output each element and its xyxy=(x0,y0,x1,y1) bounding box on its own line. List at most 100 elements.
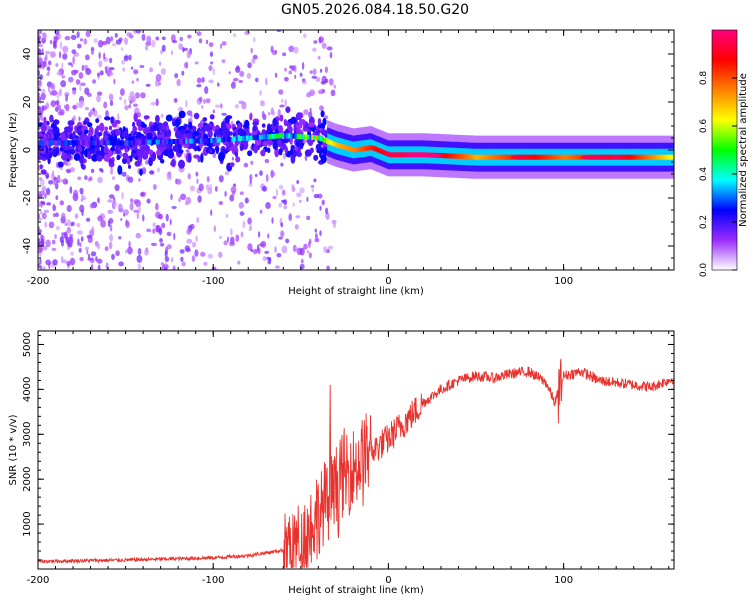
noise-blob xyxy=(235,234,240,242)
ridge-cell xyxy=(572,154,575,160)
band-blob xyxy=(197,122,203,129)
noise-blob xyxy=(153,184,157,190)
noise-blob xyxy=(213,225,216,233)
noise-blob xyxy=(149,170,155,175)
band-blob xyxy=(209,114,215,120)
ridge-cell xyxy=(612,154,615,160)
ridge-cell xyxy=(223,137,226,143)
noise-blob xyxy=(73,189,79,198)
ridge-cell xyxy=(387,151,390,157)
band-blob xyxy=(244,119,250,129)
band-blob xyxy=(295,124,303,129)
band-blob xyxy=(67,154,72,160)
ridge-cell xyxy=(149,139,152,145)
noise-blob xyxy=(284,76,289,82)
band-blob xyxy=(116,155,121,160)
noise-blob xyxy=(207,253,213,259)
noise-blob xyxy=(66,226,71,234)
bottom-ytick-label: 4000 xyxy=(22,377,33,402)
ridge-cell xyxy=(649,154,653,160)
noise-blob xyxy=(248,182,253,187)
ridge-cell xyxy=(80,140,83,146)
noise-blob xyxy=(62,53,68,60)
band-blob xyxy=(133,112,138,123)
noise-blob xyxy=(62,178,68,185)
noise-blob xyxy=(41,185,47,192)
noise-blob xyxy=(171,34,176,42)
noise-blob xyxy=(196,31,202,36)
noise-blob xyxy=(126,32,133,37)
noise-blob xyxy=(122,67,125,72)
noise-blob xyxy=(109,100,114,107)
noise-blob xyxy=(329,78,334,86)
noise-blob xyxy=(59,88,62,97)
noise-blob xyxy=(50,83,54,89)
band-blob xyxy=(178,110,186,119)
band-blob xyxy=(298,139,302,148)
noise-blob xyxy=(250,47,253,54)
noise-blob xyxy=(284,99,287,107)
noise-blob xyxy=(97,264,101,270)
ridge-cell xyxy=(294,133,297,139)
noise-blob xyxy=(299,199,302,203)
noise-blob xyxy=(91,226,95,235)
ridge-cell xyxy=(42,140,45,146)
ridge-cell xyxy=(506,154,510,160)
noise-blob xyxy=(224,171,230,176)
band-blob xyxy=(240,143,245,151)
band-blob xyxy=(174,130,182,139)
noise-blob xyxy=(42,266,46,270)
noise-blob xyxy=(57,174,61,181)
noise-blob xyxy=(48,60,52,66)
bottom-xtick-label: 0 xyxy=(385,575,391,586)
noise-blob xyxy=(315,76,321,83)
ridge-cell xyxy=(620,154,623,160)
ridge-cell xyxy=(622,154,625,160)
ridge-cell xyxy=(345,145,348,151)
noise-blob xyxy=(55,225,60,231)
ridge-cell xyxy=(166,139,169,145)
ridge-cell xyxy=(281,133,285,139)
band-blob xyxy=(187,153,192,163)
band-blob xyxy=(203,124,211,132)
noise-blob xyxy=(118,236,122,240)
noise-blob xyxy=(72,56,75,65)
band-blob xyxy=(80,158,84,169)
band-blob xyxy=(320,110,325,118)
ridge-cell xyxy=(220,137,224,143)
band-blob xyxy=(278,125,283,133)
band-blob xyxy=(155,114,160,123)
ridge-cell xyxy=(494,154,497,160)
noise-blob xyxy=(85,54,90,61)
noise-blob xyxy=(268,258,272,262)
noise-blob xyxy=(278,236,283,240)
noise-blob xyxy=(47,85,51,93)
noise-blob xyxy=(178,197,182,203)
noise-blob xyxy=(96,94,101,103)
noise-blob xyxy=(196,77,202,84)
band-blob xyxy=(95,150,102,156)
noise-blob xyxy=(244,197,249,204)
noise-blob xyxy=(90,46,95,53)
noise-blob xyxy=(111,43,117,47)
band-blob xyxy=(290,144,295,151)
noise-blob xyxy=(135,30,142,34)
chart-title: GN05.2026.084.18.50.G20 xyxy=(281,2,469,18)
noise-blob xyxy=(186,50,191,59)
noise-blob xyxy=(120,88,125,96)
noise-blob xyxy=(160,49,163,55)
noise-blob xyxy=(275,265,280,269)
noise-blob xyxy=(319,230,322,237)
ridge-cell xyxy=(670,154,674,160)
noise-blob xyxy=(260,240,267,248)
noise-blob xyxy=(251,58,256,64)
noise-blob xyxy=(123,55,129,62)
noise-blob xyxy=(136,78,139,82)
band-blob xyxy=(141,123,148,128)
noise-blob xyxy=(108,194,115,199)
noise-blob xyxy=(265,202,271,209)
ridge-cell xyxy=(363,146,367,152)
ridge-cell xyxy=(614,154,617,160)
noise-blob xyxy=(311,75,317,79)
ridge-cell xyxy=(540,154,543,160)
